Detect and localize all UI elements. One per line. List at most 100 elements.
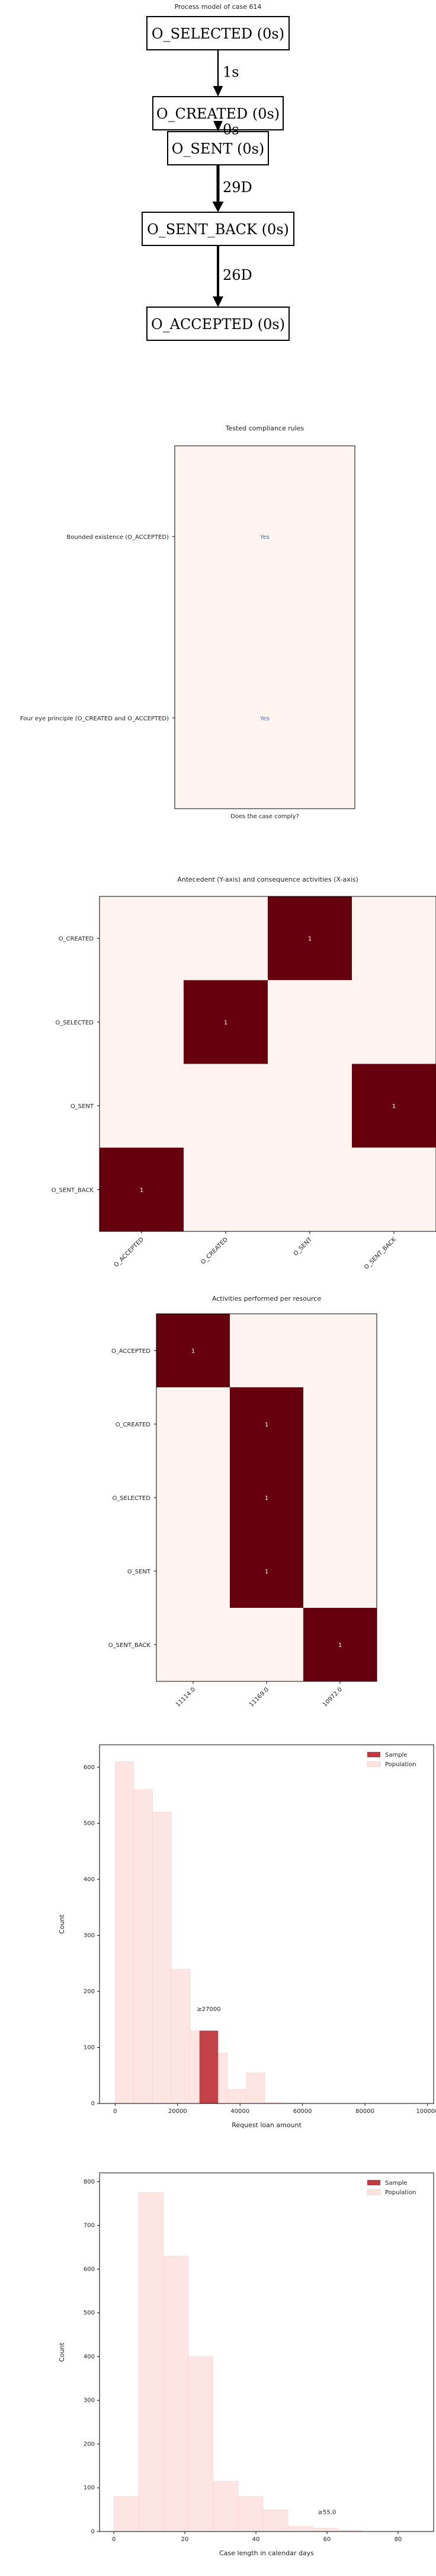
x-tick-label: 0 xyxy=(113,2108,117,2115)
y-tick-label: 800 xyxy=(84,2179,95,2185)
cell-value-label: 1 xyxy=(191,1348,195,1355)
row-label: O_SENT xyxy=(127,1569,151,1575)
y-tick-label: 200 xyxy=(84,1988,95,1995)
cell-value-label: 1 xyxy=(265,1422,268,1428)
heatmap-cell xyxy=(156,1461,230,1534)
y-tick-label: 200 xyxy=(84,2441,95,2447)
population-bar xyxy=(113,2496,139,2532)
compliance-panel: Tested compliance rules Bounded existence… xyxy=(0,409,436,836)
compliance-cell-value: Yes xyxy=(259,534,270,541)
heatmap-cell xyxy=(268,896,352,981)
row-label: O_CREATED xyxy=(116,1422,151,1428)
cell-value-label: 1 xyxy=(338,1642,342,1649)
x-tick-label: 20 xyxy=(181,2536,189,2543)
row-label: O_SENT_BACK xyxy=(108,1642,151,1649)
y-tick-label: 100 xyxy=(84,2485,95,2491)
x-tick-label: 60000 xyxy=(293,2108,312,2115)
row-label: O_SELECTED xyxy=(112,1495,150,1502)
process-edge-label: 1s xyxy=(223,64,239,81)
threshold-annotation: ≥55.0 xyxy=(318,2509,336,2516)
heatmap-cell xyxy=(268,1064,352,1148)
row-label: O_SENT_BACK xyxy=(52,1187,94,1193)
heatmap-cell xyxy=(268,980,352,1064)
column-label: O_SENT xyxy=(293,1236,314,1257)
y-tick-label: 0 xyxy=(91,2101,95,2107)
antecedent-heatmap: Antecedent (Y-axis) and consequence acti… xyxy=(52,876,436,1271)
row-label: Bounded existence (O_ACCEPTED) xyxy=(66,534,169,541)
heatmap-cell xyxy=(303,1387,377,1461)
heatmap-cell xyxy=(100,1147,184,1231)
x-axis-label: Request loan amount xyxy=(232,2121,302,2129)
antecedent-panel: Antecedent (Y-axis) and consequence acti… xyxy=(0,836,436,1281)
column-label: 11114.0 xyxy=(175,1686,197,1708)
case-length-panel: 0 100 200 300 400 500 600 700 800 0 20 40 60 80 Case l… xyxy=(0,2146,436,2574)
heatmap-cell xyxy=(230,1314,303,1387)
population-bar xyxy=(188,2356,214,2532)
population-bar xyxy=(227,2089,247,2104)
x-tick-label: 80 xyxy=(395,2536,402,2543)
y-tick-label: 500 xyxy=(84,1820,95,1827)
process-model-panel: Process model of case 614 O_SELECTED (0s)… xyxy=(0,0,436,409)
legend-swatch-population xyxy=(367,2189,381,2195)
diagram-title: Process model of case 614 xyxy=(175,3,262,11)
cell-value-label: 1 xyxy=(265,1569,268,1575)
heatmap-cell xyxy=(100,896,184,981)
heatmap-cell xyxy=(303,1534,377,1608)
heatmap-cell xyxy=(100,980,184,1064)
y-tick-label: 400 xyxy=(84,2354,95,2360)
row-label: O_SELECTED xyxy=(55,1020,94,1026)
cell-value-label: 1 xyxy=(140,1187,143,1193)
process-node-label: O_CREATED (0s) xyxy=(156,106,280,122)
resource-heatmap: Activities performed per resource 1 1 1 1 1 O_… xyxy=(108,1295,377,1708)
chart-title: Tested compliance rules xyxy=(225,424,304,432)
chart-title: Antecedent (Y-axis) and consequence acti… xyxy=(177,876,358,883)
heatmap-cell xyxy=(352,980,436,1064)
heatmap-cell xyxy=(268,1147,352,1231)
column-label: 10972.0 xyxy=(322,1686,344,1708)
process-node-label: O_ACCEPTED (0s) xyxy=(151,316,285,333)
population-bar xyxy=(133,1789,153,2104)
population-bar xyxy=(312,2527,338,2532)
heatmap-cell xyxy=(352,1147,436,1231)
heatmap-cell xyxy=(100,1064,184,1148)
y-axis-label: Count xyxy=(58,2342,66,2361)
plot-frame xyxy=(99,2172,434,2532)
population-bar xyxy=(213,2481,239,2532)
loan-amount-histogram: 0 100 200 300 400 500 600 0 20000 40000 60000 80000… xyxy=(58,1744,436,2129)
heatmap-cell xyxy=(303,1314,377,1387)
column-label: O_ACCEPTED xyxy=(113,1236,146,1269)
heatmap-cell xyxy=(156,1314,230,1387)
process-edge-arrow xyxy=(212,202,224,212)
y-tick-label: 0 xyxy=(91,2529,95,2535)
cell-value-label: 1 xyxy=(392,1103,396,1110)
population-bar xyxy=(262,2509,288,2532)
sample-bar xyxy=(199,2031,219,2103)
y-tick-label: 300 xyxy=(84,2398,95,2404)
process-node xyxy=(146,16,290,50)
legend-label-population: Population xyxy=(385,1761,416,1768)
compliance-cell-value: Yes xyxy=(259,716,270,722)
population-bar xyxy=(246,2072,265,2104)
heatmap-cell xyxy=(184,1147,268,1231)
population-bar xyxy=(152,1812,172,2104)
heatmap-area xyxy=(174,445,355,809)
heatmap-frame xyxy=(99,896,436,1232)
x-tick-label: 60 xyxy=(323,2536,331,2543)
row-label: O_ACCEPTED xyxy=(111,1348,150,1355)
process-node-label: O_SENT (0s) xyxy=(172,141,265,157)
population-bar xyxy=(163,2255,189,2532)
legend-label-sample: Sample xyxy=(385,2180,408,2186)
legend-swatch-sample xyxy=(367,1752,380,1757)
case-length-histogram: 0 100 200 300 400 500 600 700 800 0 20 40 60 80 Case l… xyxy=(58,2172,434,2557)
population-bar xyxy=(138,2192,164,2532)
heatmap-cell xyxy=(352,896,436,981)
heatmap-cell xyxy=(156,1608,230,1681)
heatmap-cell xyxy=(184,896,268,981)
y-tick-label: 600 xyxy=(84,1764,95,1771)
y-axis-label: Count xyxy=(58,1914,66,1933)
x-tick-label: 100000 xyxy=(416,2108,436,2115)
heatmap-cell xyxy=(230,1608,303,1681)
process-edge-arrow xyxy=(213,121,223,132)
row-label: O_SENT xyxy=(70,1103,94,1110)
loan-amount-panel: 0 100 200 300 400 500 600 0 20000 40000 60000 80000… xyxy=(0,1719,436,2146)
